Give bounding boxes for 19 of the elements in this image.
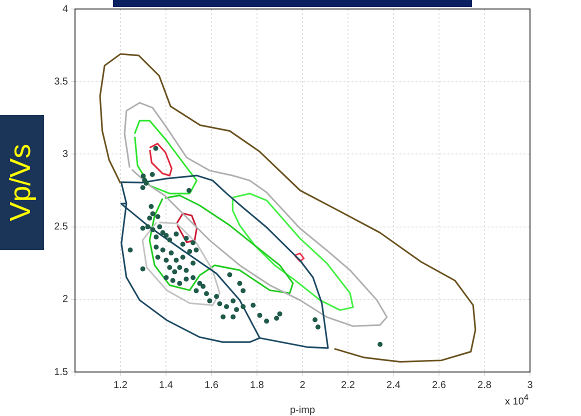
x-tick-label: 1.8 [250,380,264,391]
x-tick-label: 2.4 [386,380,401,391]
text: x 10$^{4}$ [505,392,529,408]
y-tick-label: 2 [62,294,68,306]
x-tick-label: 2.8 [478,380,492,391]
y-tick-label: 4 [62,4,68,15]
y-tick-label: 1.5 [54,366,68,378]
x-tick-label: 2.2 [341,380,356,391]
x-axis-title: p-imp [290,404,316,416]
y-tick-label: 3 [62,148,68,160]
x-tick-label: 1.4 [159,380,174,391]
x-tick-label: 3 [527,380,534,391]
y-tick-label: 2.5 [54,222,68,233]
y-axis-title: Vp/Vs [6,144,38,222]
y-tick-label: 3.5 [54,76,68,88]
x-tick-label: 2 [300,380,306,391]
x-tick-label: 1.2 [114,380,128,391]
x-tick-label: 1.6 [204,380,219,391]
x-tick-label: 2.6 [432,380,446,391]
